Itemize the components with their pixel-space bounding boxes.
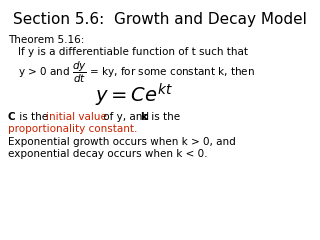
Text: Theorem 5.16:: Theorem 5.16: (8, 35, 84, 45)
Text: of y, and: of y, and (100, 112, 152, 122)
Text: C: C (8, 112, 16, 122)
Text: $y = Ce^{kt}$: $y = Ce^{kt}$ (95, 82, 173, 109)
Text: Exponential growth occurs when k > 0, and: Exponential growth occurs when k > 0, an… (8, 137, 236, 147)
Text: If y is a differentiable function of t such that: If y is a differentiable function of t s… (18, 47, 248, 57)
Text: is the: is the (16, 112, 52, 122)
Text: proportionality constant.: proportionality constant. (8, 124, 137, 134)
Text: is the: is the (148, 112, 180, 122)
Text: exponential decay occurs when k < 0.: exponential decay occurs when k < 0. (8, 149, 207, 159)
Text: initial value: initial value (46, 112, 107, 122)
Text: y > 0 and $\dfrac{dy}{dt}$ = ky, for some constant k, then: y > 0 and $\dfrac{dy}{dt}$ = ky, for som… (18, 60, 255, 85)
Text: k: k (140, 112, 147, 122)
Text: Section 5.6:  Growth and Decay Model: Section 5.6: Growth and Decay Model (13, 12, 307, 27)
